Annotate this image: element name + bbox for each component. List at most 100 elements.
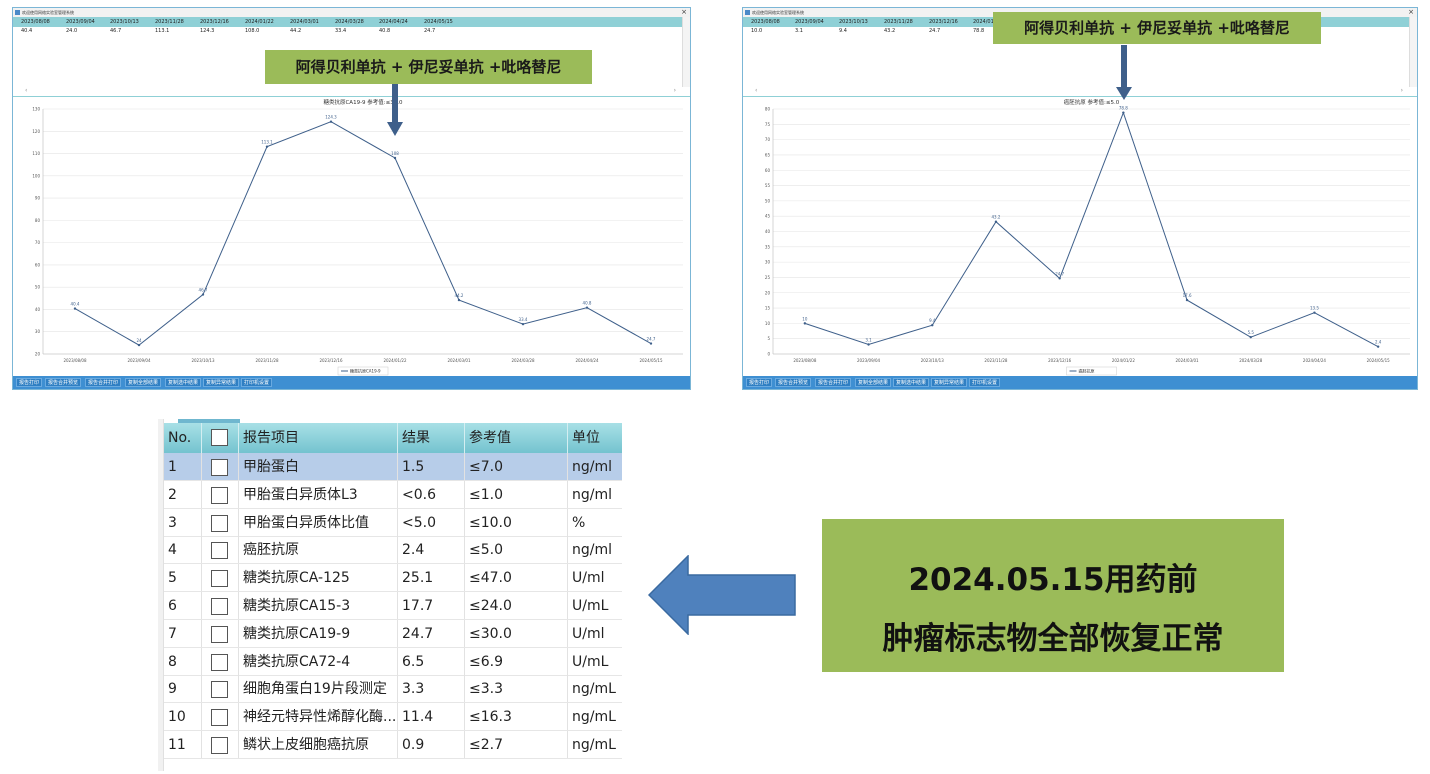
cell-item: 糖类抗原CA-125 (239, 564, 398, 592)
table-row[interactable]: 5 糖类抗原CA-125 25.1 ≤47.0 U/ml (164, 564, 622, 593)
table-row[interactable]: 10 神经元特异性烯醇化酶... 11.4 ≤16.3 ng/mL (164, 703, 622, 732)
copy-abnormal-button[interactable]: 复制异常结果 (203, 378, 240, 387)
scroll-left-icon[interactable]: ‹ (755, 87, 758, 94)
y-tick-label: 75 (765, 122, 771, 127)
y-tick-label: 35 (765, 244, 771, 249)
x-tick-label: 2023/10/13 (921, 358, 945, 363)
scroll-right-icon[interactable]: › (673, 87, 676, 94)
y-tick-label: 10 (765, 321, 771, 326)
row-checkbox[interactable] (211, 681, 228, 699)
vertical-scrollbar[interactable] (682, 17, 690, 87)
x-tick-label: 2023/11/28 (255, 358, 279, 363)
row-checkbox-cell[interactable] (202, 619, 239, 647)
row-checkbox[interactable] (211, 570, 228, 588)
print-report-button[interactable]: 报告打印 (746, 378, 773, 387)
y-tick-label: 80 (765, 107, 771, 112)
row-checkbox[interactable] (211, 459, 228, 476)
row-checkbox-cell[interactable] (202, 647, 239, 675)
data-point (457, 298, 461, 302)
cell-result: <0.6 (398, 480, 465, 508)
copy-selected-button[interactable]: 复制选中结果 (165, 378, 202, 387)
x-tick-label: 2023/12/16 (1048, 358, 1072, 363)
cell-item: 糖类抗原CA19-9 (239, 619, 398, 647)
merge-print-button[interactable]: 报告合并打印 (85, 378, 122, 387)
table-row[interactable]: 1 甲胎蛋白 1.5 ≤7.0 ng/ml (164, 453, 622, 481)
copy-all-button[interactable]: 复制全部结果 (855, 378, 892, 387)
table-row[interactable]: 11 鳞状上皮细胞癌抗原 0.9 ≤2.7 ng/mL (164, 731, 622, 759)
cell-result: 24.7 (398, 619, 465, 647)
merge-print-button[interactable]: 报告合并打印 (815, 378, 852, 387)
cell-unit: ng/mL (572, 709, 616, 726)
cell-no: 6 (164, 592, 202, 619)
scroll-right-icon[interactable]: › (1400, 87, 1403, 94)
printer-settings-button[interactable]: 打印机设置 (241, 378, 273, 387)
row-checkbox-cell[interactable] (202, 453, 239, 480)
cell-ref: ≤16.3 (465, 703, 568, 731)
vertical-scrollbar[interactable] (1409, 17, 1417, 87)
cell-no: 4 (164, 536, 202, 564)
y-tick-label: 70 (765, 137, 771, 142)
row-checkbox-cell[interactable] (202, 508, 239, 536)
row-checkbox[interactable] (211, 709, 228, 727)
close-icon[interactable]: × (1408, 8, 1414, 16)
row-checkbox-cell[interactable] (202, 731, 239, 758)
cell-ref: ≤30.0 (465, 619, 568, 647)
merge-preview-button[interactable]: 报告合并预览 (45, 378, 82, 387)
table-row[interactable]: 7 糖类抗原CA19-9 24.7 ≤30.0 U/ml (164, 619, 622, 648)
cell-item: 糖类抗原CA15-3 (239, 592, 398, 619)
table-row[interactable]: 4 癌胚抗原 2.4 ≤5.0 ng/ml (164, 536, 622, 565)
row-checkbox[interactable] (211, 514, 228, 532)
header-check[interactable] (202, 423, 239, 453)
table-row[interactable]: 2 甲胎蛋白异质体L3 <0.6 ≤1.0 ng/ml (164, 480, 622, 509)
merge-preview-button[interactable]: 报告合并预览 (775, 378, 812, 387)
row-checkbox[interactable] (211, 542, 228, 560)
cell-item: 鳞状上皮细胞癌抗原 (239, 731, 398, 758)
printer-settings-button[interactable]: 打印机设置 (969, 378, 1001, 387)
row-checkbox-cell[interactable] (202, 703, 239, 731)
copy-abnormal-button[interactable]: 复制异常结果 (931, 378, 968, 387)
data-point (1185, 298, 1189, 302)
x-tick-label: 2024/04/24 (575, 358, 599, 363)
x-tick-label: 2023/12/16 (319, 358, 343, 363)
cell-ref: ≤7.0 (465, 453, 568, 480)
select-all-checkbox[interactable] (211, 429, 228, 446)
close-icon[interactable]: × (681, 8, 687, 16)
row-checkbox[interactable] (211, 598, 228, 615)
data-label: 78.8 (1119, 106, 1128, 111)
row-checkbox[interactable] (211, 486, 228, 504)
scroll-left-icon[interactable]: ‹ (25, 87, 28, 94)
table-row[interactable]: 6 糖类抗原CA15-3 17.7 ≤24.0 U/mL (164, 592, 622, 620)
arrow-left-icon (648, 555, 796, 635)
value-row: 40.4 24.0 46.7 113.1 124.3 108.0 44.2 33… (13, 27, 683, 36)
table-row[interactable]: 8 糖类抗原CA72-4 6.5 ≤6.9 U/mL (164, 647, 622, 676)
print-report-button[interactable]: 报告打印 (16, 378, 43, 387)
row-checkbox-cell[interactable] (202, 675, 239, 703)
report-window-cea: 欢迎使用网络实验室管理系统 × 2023/08/08 2023/09/04 20… (742, 7, 1418, 390)
cell-unit: ng/ml (572, 459, 613, 475)
data-point (1313, 311, 1316, 314)
table-row[interactable]: 3 甲胎蛋白异质体比值 <5.0 ≤10.0% (164, 508, 622, 537)
date-header-row: 2023/08/08 2023/09/04 2023/10/13 2023/11… (13, 17, 683, 27)
value-cell: 113.1 (155, 28, 170, 34)
date-cell: 2024/03/01 (290, 19, 319, 25)
row-checkbox-cell[interactable] (202, 564, 239, 592)
cell-item: 甲胎蛋白 (239, 453, 398, 480)
copy-all-button[interactable]: 复制全部结果 (125, 378, 162, 387)
row-checkbox-cell[interactable] (202, 480, 239, 508)
row-checkbox[interactable] (211, 625, 228, 643)
x-tick-label: 2024/03/28 (511, 358, 535, 363)
y-tick-label: 60 (765, 168, 771, 173)
table-row[interactable]: 9 细胞角蛋白19片段测定 3.3 ≤3.3 ng/mL (164, 675, 622, 704)
row-checkbox-cell[interactable] (202, 536, 239, 564)
copy-selected-button[interactable]: 复制选中结果 (893, 378, 930, 387)
cell-item: 甲胎蛋白异质体比值 (239, 508, 398, 536)
date-cell: 2023/11/28 (155, 19, 184, 25)
row-checkbox[interactable] (211, 653, 228, 671)
data-point (201, 293, 205, 296)
cell-no: 3 (164, 508, 202, 536)
data-point (137, 343, 141, 347)
cell-unit: U/mL (572, 598, 609, 614)
table-left-edge (158, 419, 164, 771)
row-checkbox-cell[interactable] (202, 592, 239, 619)
row-checkbox[interactable] (211, 737, 228, 754)
